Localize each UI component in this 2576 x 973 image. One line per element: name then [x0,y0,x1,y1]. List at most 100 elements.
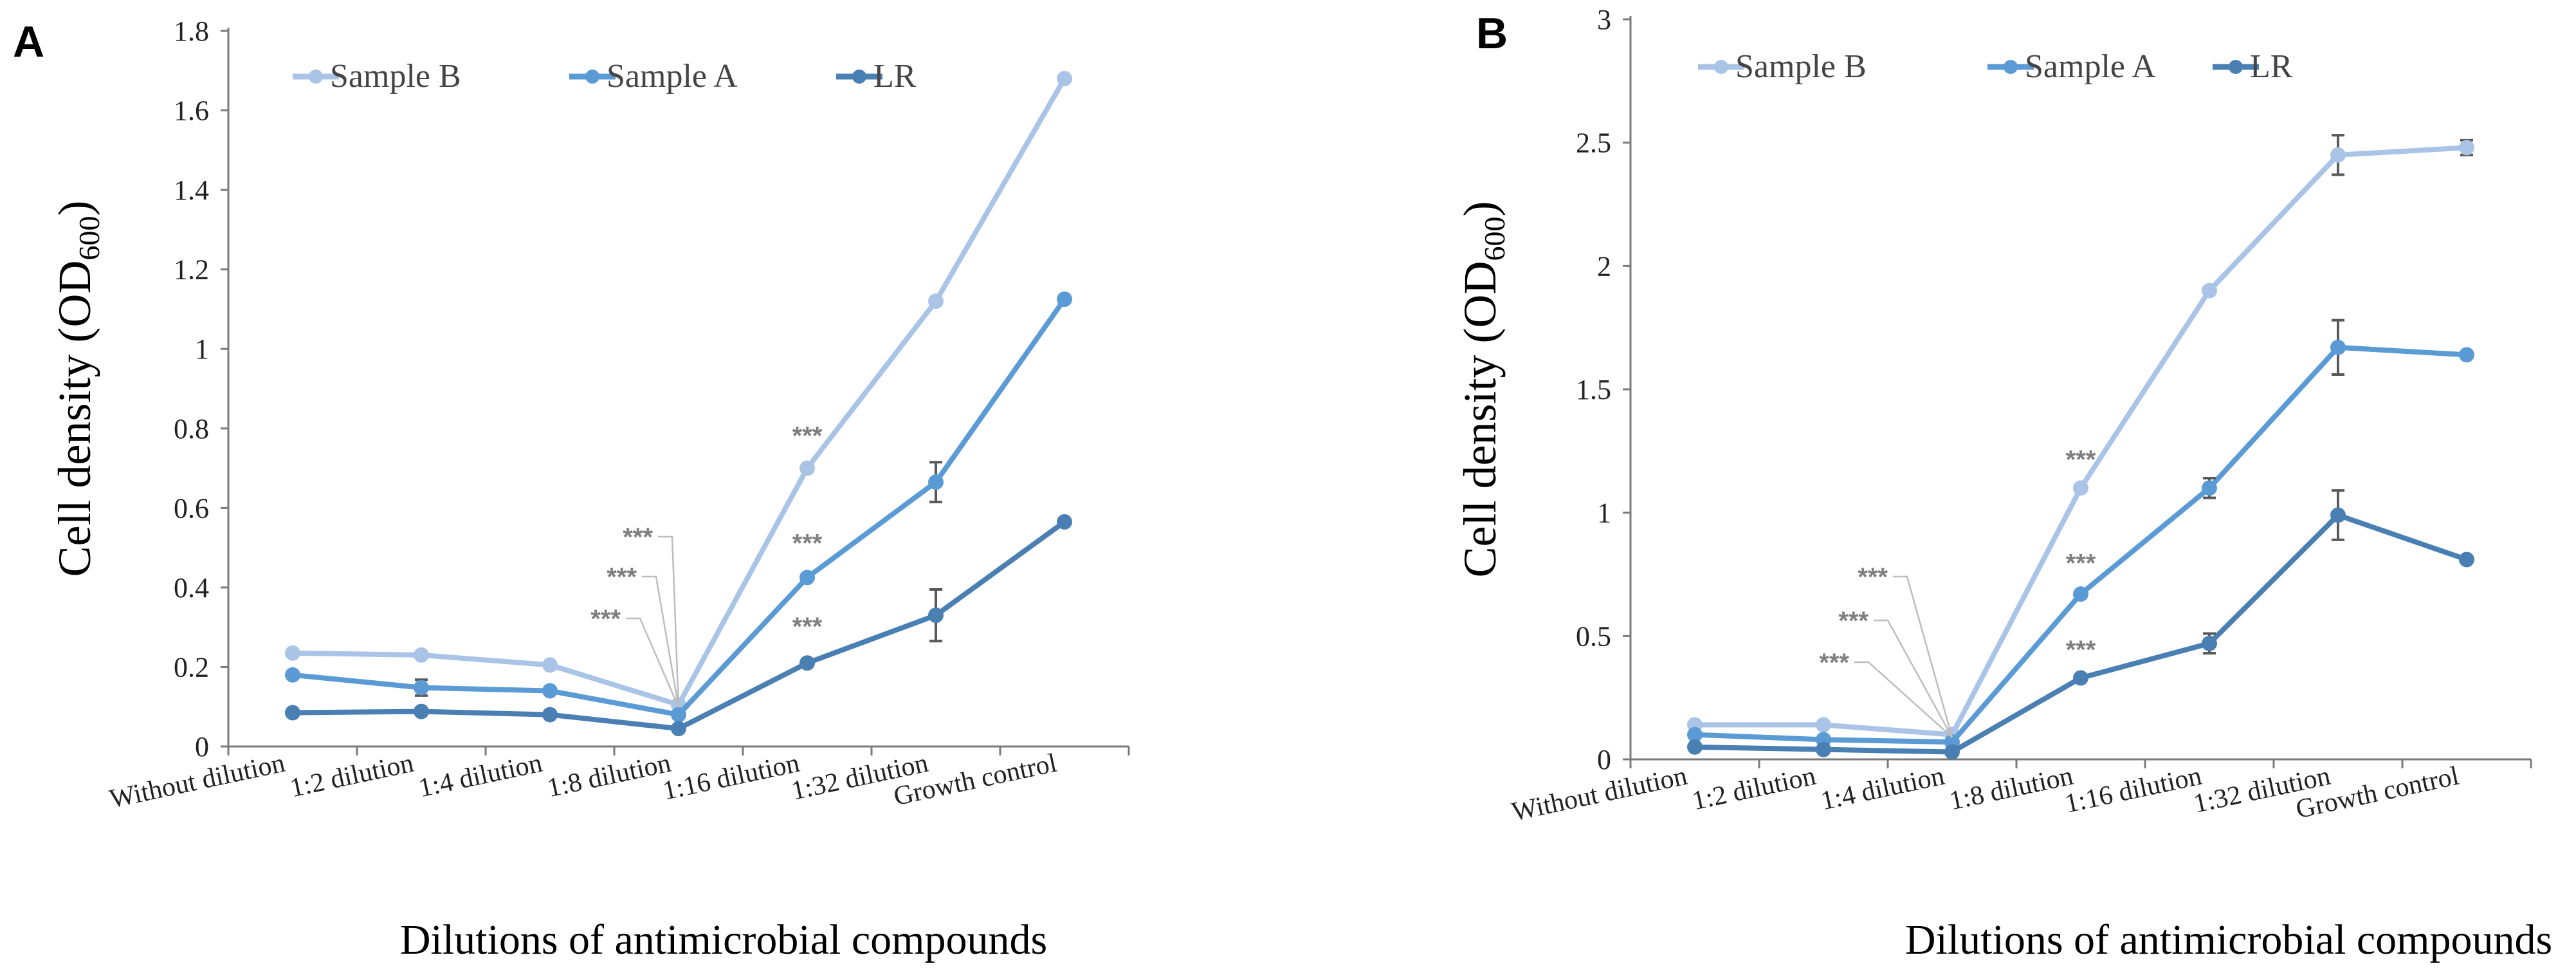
y-tick-label: 2.5 [1576,127,1611,159]
x-tick-label: 1:2 dilution [1690,761,1818,817]
data-point [1816,717,1831,733]
legend-label: Sample B [330,58,461,95]
data-point [799,460,815,476]
data-point [799,655,815,671]
legend-swatch-marker [2229,60,2243,74]
y-tick-label: 0.5 [1576,620,1611,652]
y-tick-label: 1.4 [174,174,209,206]
y-axis-label-main: Cell density (OD [1454,261,1506,578]
data-point [1057,514,1072,530]
significance-label: *** [590,605,621,633]
y-tick-label: 0.2 [174,651,209,683]
data-point [1057,71,1072,87]
data-point [2459,347,2474,363]
data-point [285,705,300,721]
legend-swatch-marker [2004,60,2018,74]
x-tick-label: 1:16 dilution [2062,761,2204,819]
y-tick-label: 1.6 [174,95,209,127]
data-point [285,667,300,683]
x-axis-label: Dilutions of antimicrobial compounds [400,916,1047,963]
data-point [928,293,944,310]
data-point [542,683,558,699]
data-point [2073,586,2088,602]
x-tick-label: 1:8 dilution [1947,761,2076,817]
data-point [2202,635,2217,651]
y-tick-label: 0 [1597,744,1611,775]
y-tick-label: 1.2 [174,254,209,286]
y-axis-label: Cell density (OD600) [49,201,105,577]
significance-label: *** [792,613,823,641]
x-axis-label: Dilutions of antimicrobial compounds [1905,916,2552,963]
significance-label: *** [623,523,653,551]
data-point [799,570,815,586]
data-point [1944,744,1960,760]
annotation-leader-line [658,535,680,708]
data-point [2202,283,2217,299]
data-point [671,721,686,737]
significance-label: *** [792,529,823,557]
legend-swatch-marker [309,70,323,84]
significance-label: *** [2066,446,2096,474]
y-tick-label: 0.6 [174,492,209,524]
x-tick-label: 1:8 dilution [545,748,673,804]
x-tick-label: 1:2 dilution [288,748,416,804]
series-line-sample-b [290,76,1067,708]
data-point [1816,741,1831,757]
data-point [1057,292,1072,307]
legend-swatch-marker [852,70,866,84]
y-tick-label: 0.4 [174,572,209,604]
y-axis-label-subscript: 600 [73,216,105,261]
data-point [2330,147,2346,163]
data-point [2073,670,2088,686]
annotation-leader-line [1854,661,1953,738]
data-point [2330,339,2346,355]
significance-label: *** [607,563,637,591]
y-axis-label-main: Cell density (OD [49,261,100,577]
y-tick-label: 1.8 [174,15,209,47]
legend-swatch-marker [585,70,599,84]
legend-swatch-marker [1714,60,1728,74]
data-point [2459,140,2474,156]
data-point [2459,551,2474,568]
y-tick-label: 1 [195,333,209,365]
data-point [542,657,558,673]
x-tick-label: 1:4 dilution [416,748,545,804]
legend-label: Sample B [1735,48,1867,85]
significance-label: *** [2066,550,2096,578]
data-point [1687,739,1703,755]
significance-label: *** [1819,649,1849,677]
data-point [2330,507,2346,523]
legend-label: LR [2250,48,2293,85]
y-axis-label-close: ) [49,201,100,216]
data-point [414,680,429,696]
legend-label: LR [873,58,917,95]
y-tick-label: 0.8 [174,413,209,445]
data-point [414,647,429,663]
y-tick-label: 1 [1597,497,1611,529]
data-point [1687,727,1703,743]
significance-label: *** [2066,636,2096,664]
y-axis-label: Cell density (OD600) [1454,201,1511,578]
y-tick-label: 2 [1597,250,1611,282]
y-tick-label: 0 [195,731,209,763]
significance-label: *** [792,422,823,450]
legend-label: Sample A [2025,48,2156,85]
annotation-leader-line [1893,575,1953,738]
data-point [2202,480,2217,496]
x-tick-label: 1:16 dilution [660,748,802,806]
significance-label: *** [1838,607,1868,635]
data-point [414,703,429,719]
data-point [285,645,300,661]
legend-label: Sample A [607,58,738,95]
data-point [928,607,944,624]
significance-label: *** [1858,563,1888,591]
data-point [542,707,558,723]
data-point [928,474,944,490]
data-point [671,707,686,723]
annotation-leader-line [642,575,680,708]
annotation-leader-line [626,617,680,708]
panel-letter: A [13,17,44,66]
